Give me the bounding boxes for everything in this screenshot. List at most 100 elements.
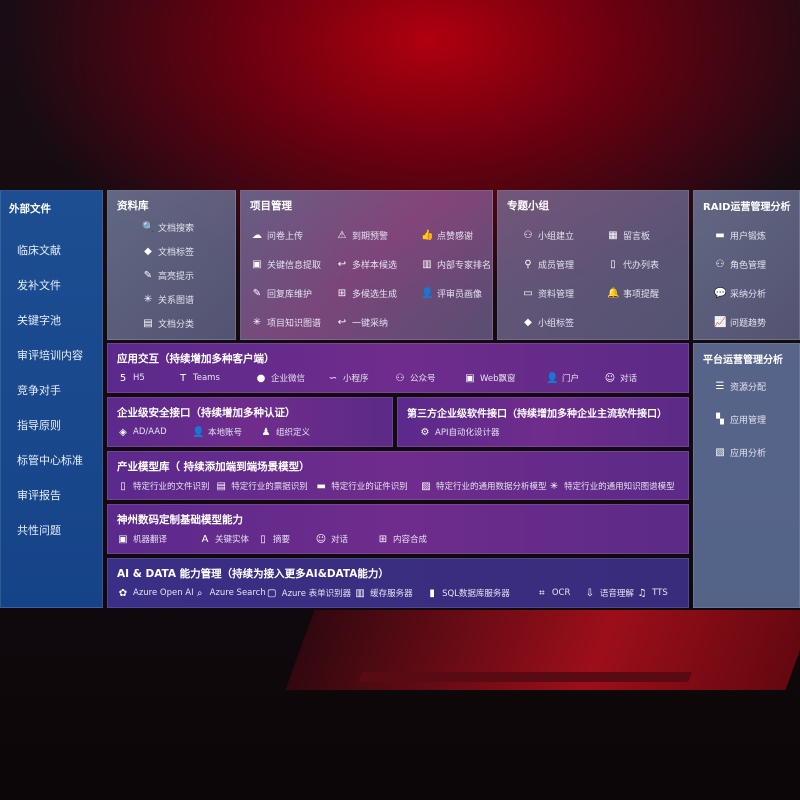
- item-wecom[interactable]: ● 企业微信: [255, 372, 327, 385]
- item-graph[interactable]: ✳ 关系图谱: [142, 293, 194, 306]
- item-label: 企业微信: [271, 374, 306, 384]
- item-doc[interactable]: ▯ 摘要: [257, 533, 315, 546]
- item-label: 代办列表: [623, 261, 660, 271]
- sidebar-item[interactable]: 标管中心标准: [17, 454, 83, 467]
- item-trend[interactable]: 📈 问题趋势: [714, 316, 766, 329]
- thirdparty-panel: 第三方企业级软件接口（持续增加多种企业主流软件接口） ⚙ API自动化设计器: [397, 397, 689, 447]
- item-ocr[interactable]: ⌗ OCR: [536, 588, 584, 599]
- item-receipt[interactable]: ▤ 特定行业的票据识别: [215, 480, 315, 493]
- item-alarm[interactable]: ⚠ 到期预警: [336, 229, 389, 242]
- sidebar-item[interactable]: 关键字池: [17, 314, 61, 327]
- item-label: Azure Search: [209, 588, 266, 598]
- item-label: Azure Open AI: [133, 588, 194, 598]
- item-form[interactable]: ▢ Azure 表单识别器: [266, 587, 354, 600]
- translate-icon: ▣: [118, 533, 128, 545]
- clipboard-icon: ▯: [610, 259, 616, 270]
- item-official-account[interactable]: ⚇ 公众号: [394, 372, 464, 385]
- item-label: 资源分配: [730, 383, 767, 393]
- item-label: 特定行业的票据识别: [231, 482, 308, 492]
- item-label: 应用分析: [730, 449, 767, 459]
- item-search[interactable]: ⌕ Azure Search: [194, 588, 266, 599]
- item-clipboard[interactable]: ▯ 代办列表: [607, 258, 659, 271]
- item-puzzle[interactable]: ⊞ 多候选生成: [336, 287, 397, 300]
- item-label: 小组标签: [538, 319, 575, 329]
- item-bbs[interactable]: ▦ 留言板: [607, 229, 650, 242]
- sidebar-item[interactable]: 审评培训内容: [17, 349, 83, 362]
- sidebar-item[interactable]: 审评报告: [17, 489, 61, 502]
- item-chat[interactable]: ☺ 对话: [315, 533, 377, 546]
- item-tag[interactable]: ◆ 文档标签: [142, 245, 194, 258]
- item-checklist[interactable]: ☰ 资源分配: [714, 380, 767, 393]
- sidebar-item[interactable]: 共性问题: [17, 524, 61, 537]
- item-label: 特定行业的通用数据分析模型: [435, 482, 547, 492]
- item-label: 公众号: [410, 374, 436, 384]
- item-graph[interactable]: ✳ 特定行业的通用知识图谱模型: [548, 480, 679, 493]
- portal-icon: 👤: [546, 372, 559, 384]
- item-label: 文档标签: [158, 248, 195, 258]
- item-tts[interactable]: ♫ TTS: [636, 588, 679, 599]
- doc-icon: ▯: [260, 533, 266, 545]
- item-miniprogram[interactable]: ∽ 小程序: [327, 372, 394, 385]
- item-id-card[interactable]: ▬ 用户锻炼: [714, 229, 766, 242]
- sidebar-item[interactable]: 发补文件: [17, 279, 61, 292]
- item-user[interactable]: 👤 评审员画像: [421, 287, 482, 300]
- item-window[interactable]: ▣ Web飘窗: [464, 372, 546, 385]
- item-org[interactable]: ♟ 组织定义: [260, 426, 330, 439]
- item-label: 关系图谱: [158, 296, 195, 306]
- item-openai[interactable]: ✿ Azure Open AI: [117, 588, 194, 599]
- item-cloud-upload[interactable]: ☁ 问卷上传: [251, 229, 303, 242]
- item-label: 机器翻译: [133, 535, 168, 545]
- item-gear[interactable]: ⚙ API自动化设计器: [419, 426, 579, 439]
- item-analysis[interactable]: ▧ 应用分析: [714, 446, 766, 459]
- item-doc-stack[interactable]: ▤ 文档分类: [142, 317, 194, 330]
- item-portal[interactable]: 👤 门户: [546, 372, 604, 385]
- item-reply[interactable]: ↩ 多样本候选: [336, 258, 397, 271]
- item-speech[interactable]: ⇩ 语音理解: [584, 587, 636, 600]
- item-apps[interactable]: ▚ 应用管理: [714, 413, 766, 426]
- users-icon: ⚇: [715, 259, 725, 270]
- item-users[interactable]: ⚇ 角色管理: [714, 258, 767, 271]
- sidebar-item[interactable]: 指导原则: [17, 419, 61, 432]
- item-entity[interactable]: A 关键实体: [199, 533, 257, 546]
- item-id-card[interactable]: ▬ 特定行业的证件识别: [315, 480, 420, 493]
- pen-icon: ✎: [252, 288, 262, 299]
- item-reply[interactable]: ↩ 一键采纳: [336, 316, 388, 329]
- item-window[interactable]: ▣ 关键信息提取: [251, 258, 321, 271]
- item-chart[interactable]: ▨ 特定行业的通用数据分析模型: [420, 480, 548, 493]
- item-puzzle[interactable]: ⊞ 内容合成: [377, 533, 457, 546]
- item-user-add[interactable]: ⚲ 成员管理: [522, 258, 574, 271]
- item-translate[interactable]: ▣ 机器翻译: [117, 533, 199, 546]
- item-bell[interactable]: 🔔 事项提醒: [607, 287, 659, 300]
- item-database[interactable]: ▮ SQL数据库服务器: [426, 587, 536, 600]
- item-label: 内部专家排名: [437, 261, 492, 271]
- item-tag[interactable]: ◆ 小组标签: [522, 316, 574, 329]
- item-graph[interactable]: ✳ 项目知识图谱: [251, 316, 321, 329]
- puzzle-icon: ⊞: [378, 533, 388, 545]
- doc-stack-icon: ▤: [143, 318, 153, 329]
- item-thumbs-up[interactable]: 👍 点赞感谢: [421, 229, 473, 242]
- item-chat[interactable]: ☺ 对话: [604, 372, 664, 385]
- item-qa[interactable]: 💬 采纳分析: [714, 287, 766, 300]
- item-file[interactable]: ▯ 特定行业的文件识别: [117, 480, 215, 493]
- sidebar-item[interactable]: 竞争对手: [17, 384, 61, 397]
- item-ad[interactable]: ◈ AD/AAD: [117, 427, 192, 438]
- item-server[interactable]: ▥ 缓存服务器: [354, 587, 426, 600]
- item-user[interactable]: 👤 本地账号: [192, 426, 260, 439]
- item-html5[interactable]: 5 H5: [117, 373, 177, 384]
- item-teams[interactable]: T Teams: [177, 373, 255, 384]
- item-pen[interactable]: ✎ 高亮提示: [142, 269, 194, 282]
- item-folder[interactable]: ▭ 资料管理: [522, 287, 574, 300]
- item-ranking[interactable]: ▥ 内部专家排名: [421, 258, 491, 271]
- sidebar-item[interactable]: 临床文献: [17, 244, 61, 257]
- tag-icon: ◆: [144, 246, 152, 257]
- group-panel: 专题小组 ⚇ 小组建立 ▦ 留言板 ⚲ 成员管理 ▯ 代办列表 ▭ 资料管理 🔔 事项提醒 ◆ 小组标签: [497, 190, 689, 340]
- app-interaction-panel: 应用交互（持续增加多种客户端） 5 H5 T Teams ● 企业微信 ∽ 小程序 ⚇ 公众号 ▣ W…: [107, 343, 689, 393]
- item-users[interactable]: ⚇ 小组建立: [522, 229, 575, 242]
- ad-icon: ◈: [119, 426, 127, 438]
- reply-icon: ↩: [337, 317, 347, 328]
- file-icon: ▯: [120, 480, 126, 492]
- item-pen[interactable]: ✎ 回复库维护: [251, 287, 312, 300]
- item-doc-search[interactable]: 🔍 文档搜索: [142, 221, 194, 234]
- search-icon: ⌕: [196, 587, 203, 599]
- ai-data-panel: AI & DATA 能力管理（持续为接入更多AI&DATA能力） ✿ Azure …: [107, 558, 689, 608]
